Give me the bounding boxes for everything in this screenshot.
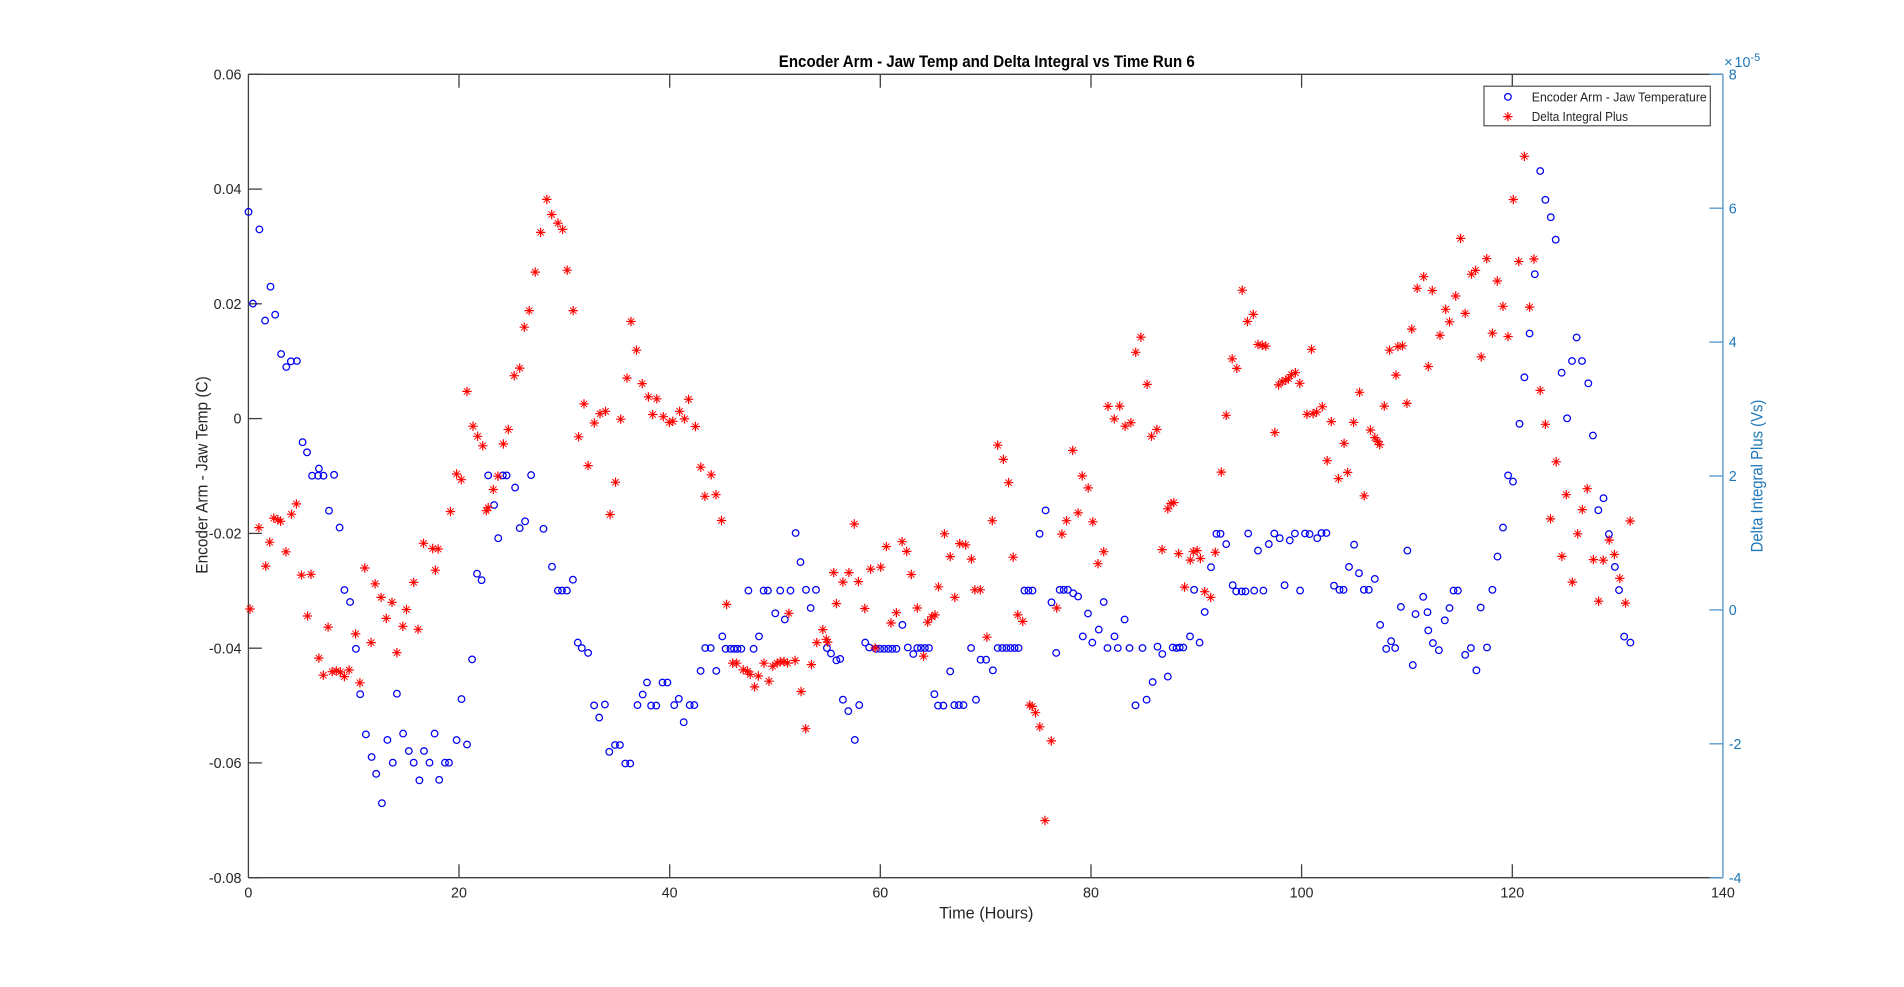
svg-text:140: 140 — [1711, 886, 1735, 902]
svg-text:100: 100 — [1290, 886, 1314, 902]
svg-text:60: 60 — [872, 886, 888, 902]
svg-text:-0.06: -0.06 — [209, 756, 242, 772]
svg-text:120: 120 — [1500, 886, 1524, 902]
svg-text:0: 0 — [234, 412, 242, 428]
svg-text:40: 40 — [662, 886, 678, 902]
svg-text:8: 8 — [1729, 67, 1737, 83]
svg-text:4: 4 — [1729, 335, 1737, 351]
svg-text:Time (Hours): Time (Hours) — [939, 904, 1033, 922]
svg-text:6: 6 — [1729, 201, 1737, 217]
svg-text:2: 2 — [1729, 469, 1737, 485]
svg-text:-0.08: -0.08 — [209, 871, 242, 887]
svg-text:80: 80 — [1083, 886, 1099, 902]
svg-text:-0.04: -0.04 — [209, 641, 242, 657]
svg-text:-0.02: -0.02 — [209, 527, 242, 543]
svg-text:Encoder Arm - Jaw Temp (C): Encoder Arm - Jaw Temp (C) — [194, 376, 212, 573]
svg-text:Encoder Arm - Jaw Temperature: Encoder Arm - Jaw Temperature — [1532, 90, 1707, 104]
svg-text:0.04: 0.04 — [214, 182, 242, 198]
svg-text:0.02: 0.02 — [214, 297, 242, 313]
svg-text:20: 20 — [451, 886, 467, 902]
svg-text:-2: -2 — [1729, 737, 1742, 753]
svg-text:-4: -4 — [1729, 871, 1742, 887]
svg-text:Delta Integral Plus: Delta Integral Plus — [1532, 110, 1628, 124]
svg-text:0: 0 — [1729, 603, 1737, 619]
svg-text:0: 0 — [244, 886, 252, 902]
svg-text:Encoder Arm - Jaw Temp and Del: Encoder Arm - Jaw Temp and Delta Integra… — [779, 53, 1195, 71]
svg-text:0.06: 0.06 — [214, 67, 242, 83]
svg-text:Delta Integral Plus (Vs): Delta Integral Plus (Vs) — [1748, 400, 1766, 553]
